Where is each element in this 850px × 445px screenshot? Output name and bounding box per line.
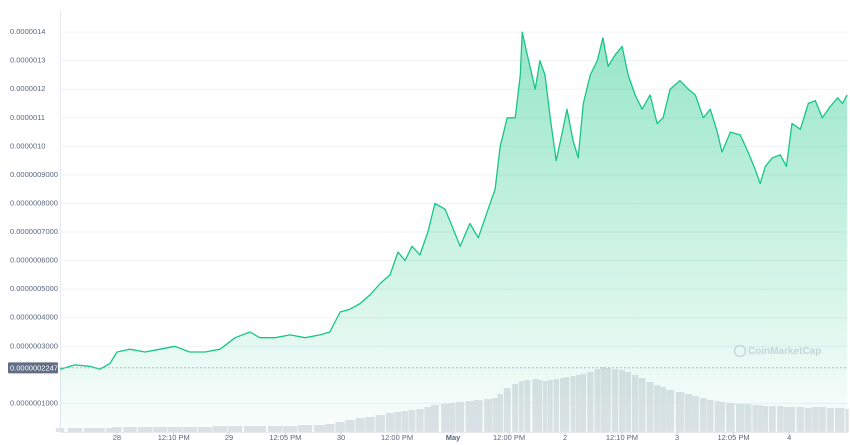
x-tick-label: 12:05 PM — [269, 433, 301, 442]
y-tick-label: 0.0000007000 — [10, 227, 58, 236]
watermark: CoinMarketCap — [733, 344, 821, 358]
x-tick-label: May — [446, 433, 461, 442]
x-tick-label: 2 — [563, 433, 567, 442]
watermark-logo — [733, 344, 747, 358]
x-tick-label: 4 — [787, 433, 791, 442]
x-tick-label: 12:05 PM — [717, 433, 749, 442]
reference-label: 0.0000002247 — [10, 363, 58, 372]
x-tick-label: 3 — [675, 433, 679, 442]
y-tick-label: 0.0000005000 — [10, 284, 58, 293]
x-tick-label: 12:00 PM — [493, 433, 525, 442]
watermark-text: CoinMarketCap — [748, 346, 821, 357]
x-tick-label: 12:10 PM — [606, 433, 638, 442]
price-line — [59, 31, 848, 370]
y-tick-label: 0.0000011 — [10, 113, 45, 122]
y-tick-label: 0.0000008000 — [10, 198, 58, 207]
y-tick-label: 0.0000012 — [10, 84, 45, 93]
y-tick-label: 0.0000004000 — [10, 313, 58, 322]
x-tick-label: 30 — [337, 433, 345, 442]
y-tick-label: 0.0000010 — [10, 141, 45, 150]
reference-label-box — [8, 362, 58, 374]
x-tick-label: 28 — [113, 433, 121, 442]
y-tick-label: 0.0000013 — [10, 56, 45, 65]
price-area — [60, 32, 848, 432]
x-tick-label: 12:00 PM — [381, 433, 413, 442]
y-tick-label: 0.0000009000 — [10, 170, 58, 179]
x-tick-label: 29 — [225, 433, 233, 442]
y-tick-label: 0.0000003000 — [10, 341, 58, 350]
x-tick-label: 12:10 PM — [158, 433, 190, 442]
y-tick-label: 0.0000006000 — [10, 256, 58, 265]
y-tick-label: 0.0000001000 — [10, 398, 58, 407]
y-tick-label: 0.0000014 — [10, 27, 45, 36]
